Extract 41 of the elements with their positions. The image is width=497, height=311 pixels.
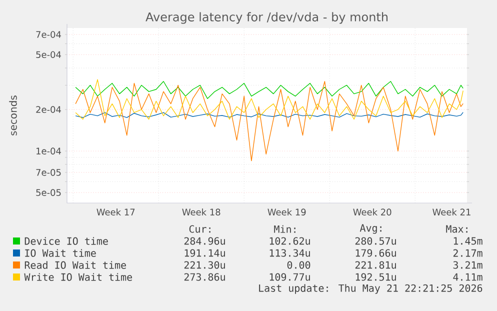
x-tick-label: Week 21 — [432, 208, 470, 216]
text: 3.21m — [453, 261, 482, 269]
x-tick-label: Week 20 — [353, 208, 392, 216]
text: Cur: — [189, 225, 210, 233]
y-axis-title: seconds — [9, 96, 17, 136]
y-tick-label: 5e-05 — [36, 189, 61, 196]
x-tick-label: Week 19 — [268, 208, 306, 216]
text: 0.00 — [287, 261, 310, 269]
y-tick-label: 7e-04 — [36, 31, 61, 38]
legend-label: Write IO Wait time — [24, 273, 132, 281]
chart-title: Average latency for /dev/vda - by month — [146, 12, 388, 24]
text: 2.17m — [453, 249, 482, 257]
text: 284.96u — [184, 237, 225, 245]
text: 191.14u — [184, 249, 225, 257]
text: 1.45m — [454, 237, 482, 245]
legend-label: Device IO time — [24, 237, 108, 245]
text: Avg: — [360, 224, 382, 234]
line-series — [75, 81, 464, 99]
line-series — [75, 81, 464, 162]
text: 221.81u — [355, 261, 396, 269]
text: 179.66u — [356, 249, 396, 257]
text: 280.57u — [355, 237, 396, 245]
legend-label: IO Wait time — [25, 249, 96, 257]
x-tick-label: Week 18 — [182, 208, 220, 216]
text: Min: — [274, 225, 296, 233]
text: Max: — [446, 225, 468, 233]
text: 113.34u — [270, 249, 310, 257]
legend-label: Read IO Wait time — [24, 261, 126, 269]
text: Last update: Thu May 21 22:21:25 2026 — [259, 284, 482, 294]
text: 221.30u — [184, 261, 225, 269]
line-series — [75, 79, 464, 120]
text: 102.62u — [270, 237, 310, 245]
text: 109.77u — [270, 273, 310, 281]
text: 273.86u — [184, 273, 225, 281]
text: 192.51u — [356, 273, 396, 281]
y-tick-label: 7e-05 — [36, 169, 61, 176]
y-tick-label: 5e-04 — [36, 51, 61, 58]
y-tick-label: 2e-04 — [36, 106, 61, 113]
text: 4.11m — [453, 273, 482, 281]
y-tick-label: 1e-04 — [36, 148, 61, 154]
x-tick-label: Week 17 — [96, 208, 135, 216]
